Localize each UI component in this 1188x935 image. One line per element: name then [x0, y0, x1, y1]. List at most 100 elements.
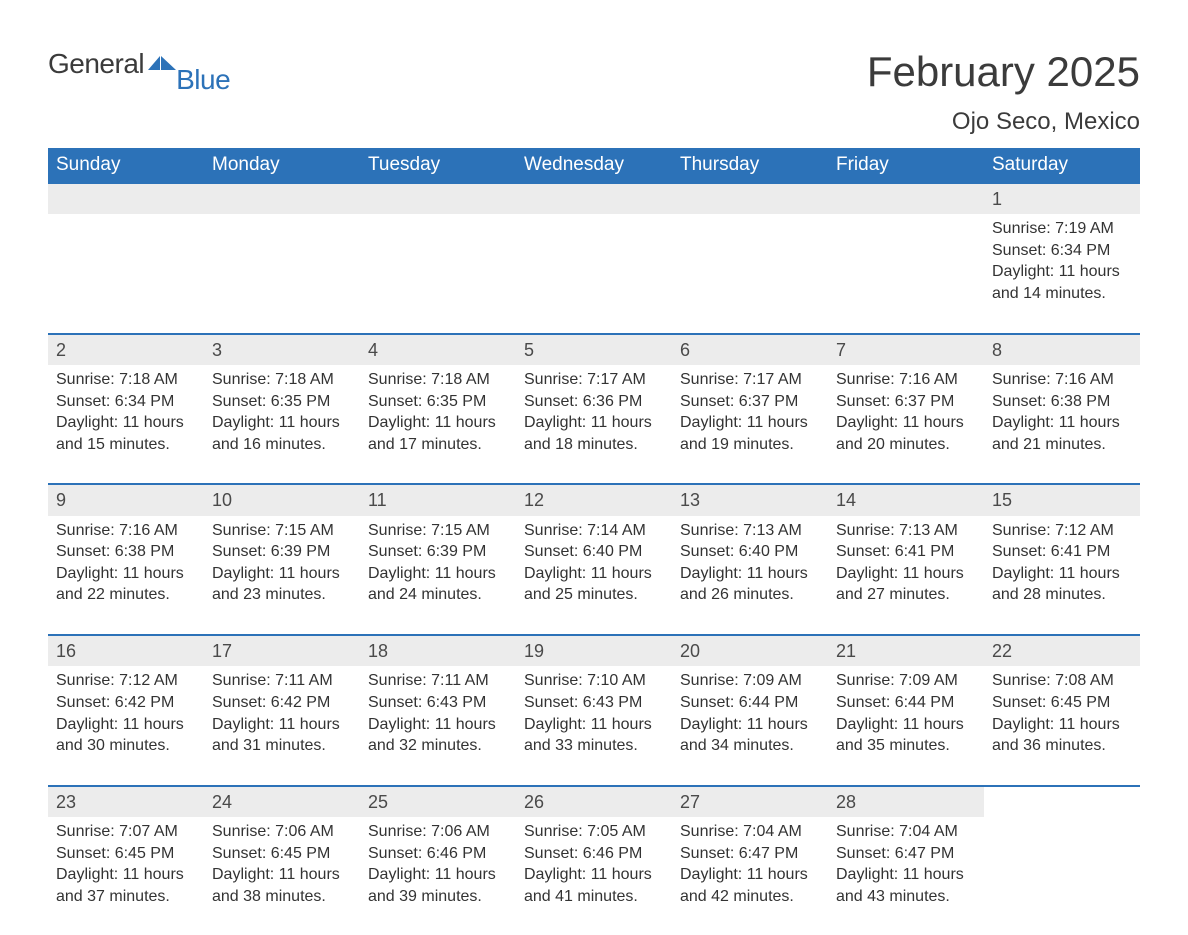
- day-cell: 6Sunrise: 7:17 AMSunset: 6:37 PMDaylight…: [672, 334, 828, 485]
- sunrise-text: Sunrise: 7:15 AM: [212, 520, 352, 542]
- day-cell: 17Sunrise: 7:11 AMSunset: 6:42 PMDayligh…: [204, 635, 360, 786]
- day-number: 6: [672, 335, 828, 365]
- sunrise-text: Sunrise: 7:13 AM: [680, 520, 820, 542]
- day-number: [516, 184, 672, 214]
- sunrise-text: Sunrise: 7:16 AM: [992, 369, 1132, 391]
- day-number: 16: [48, 636, 204, 666]
- sunset-text: Sunset: 6:45 PM: [992, 692, 1132, 714]
- weekday-label: Sunday: [48, 148, 204, 183]
- daylight-text-line1: Daylight: 11 hours: [680, 563, 820, 585]
- daylight-text-line1: Daylight: 11 hours: [524, 864, 664, 886]
- daylight-text-line1: Daylight: 11 hours: [680, 864, 820, 886]
- sunrise-text: Sunrise: 7:04 AM: [836, 821, 976, 843]
- weekday-label: Saturday: [984, 148, 1140, 183]
- sunset-text: Sunset: 6:40 PM: [524, 541, 664, 563]
- brand-flag-icon: [148, 52, 176, 77]
- day-cell: 20Sunrise: 7:09 AMSunset: 6:44 PMDayligh…: [672, 635, 828, 786]
- day-number: 1: [984, 184, 1140, 214]
- sunrise-text: Sunrise: 7:04 AM: [680, 821, 820, 843]
- daylight-text-line1: Daylight: 11 hours: [56, 864, 196, 886]
- daylight-text-line1: Daylight: 11 hours: [368, 714, 508, 736]
- sunset-text: Sunset: 6:47 PM: [680, 843, 820, 865]
- day-cell: 9Sunrise: 7:16 AMSunset: 6:38 PMDaylight…: [48, 484, 204, 635]
- sunset-text: Sunset: 6:45 PM: [56, 843, 196, 865]
- week-row: 9Sunrise: 7:16 AMSunset: 6:38 PMDaylight…: [48, 484, 1140, 635]
- sunset-text: Sunset: 6:46 PM: [524, 843, 664, 865]
- sunset-text: Sunset: 6:34 PM: [56, 391, 196, 413]
- day-cell: 10Sunrise: 7:15 AMSunset: 6:39 PMDayligh…: [204, 484, 360, 635]
- day-number: 24: [204, 787, 360, 817]
- daylight-text-line2: and 24 minutes.: [368, 584, 508, 606]
- daylight-text-line2: and 15 minutes.: [56, 434, 196, 456]
- day-cell: 23Sunrise: 7:07 AMSunset: 6:45 PMDayligh…: [48, 786, 204, 935]
- day-number: 7: [828, 335, 984, 365]
- daylight-text-line2: and 36 minutes.: [992, 735, 1132, 757]
- sunrise-text: Sunrise: 7:09 AM: [680, 670, 820, 692]
- daylight-text-line2: and 19 minutes.: [680, 434, 820, 456]
- calendar-body: 1 Sunrise: 7:19 AM Sunset: 6:34 PM Daylight…: [48, 183, 1140, 935]
- day-cell: 21Sunrise: 7:09 AMSunset: 6:44 PMDayligh…: [828, 635, 984, 786]
- daylight-text-line1: Daylight: 11 hours: [524, 563, 664, 585]
- month-title: February 2025: [867, 48, 1140, 96]
- daylight-text-line2: and 32 minutes.: [368, 735, 508, 757]
- sunrise-text: Sunrise: 7:09 AM: [836, 670, 976, 692]
- day-number: [360, 184, 516, 214]
- daylight-text-line2: and 16 minutes.: [212, 434, 352, 456]
- day-number: 8: [984, 335, 1140, 365]
- brand-text-blue: Blue: [176, 64, 230, 96]
- day-cell: 16Sunrise: 7:12 AMSunset: 6:42 PMDayligh…: [48, 635, 204, 786]
- daylight-text-line2: and 17 minutes.: [368, 434, 508, 456]
- day-cell: 1Sunrise: 7:19 AMSunset: 6:34 PMDaylight…: [984, 183, 1140, 334]
- day-cell: 11Sunrise: 7:15 AMSunset: 6:39 PMDayligh…: [360, 484, 516, 635]
- daylight-text-line1: Daylight: 11 hours: [212, 563, 352, 585]
- sunset-text: Sunset: 6:44 PM: [680, 692, 820, 714]
- daylight-text-line1: Daylight: 11 hours: [524, 714, 664, 736]
- sunrise-text: Sunrise: 7:15 AM: [368, 520, 508, 542]
- sunrise-text: Sunrise: 7:14 AM: [524, 520, 664, 542]
- day-cell: 8Sunrise: 7:16 AMSunset: 6:38 PMDaylight…: [984, 334, 1140, 485]
- day-number: 3: [204, 335, 360, 365]
- sunrise-text: Sunrise: 7:18 AM: [56, 369, 196, 391]
- sunset-text: Sunset: 6:44 PM: [836, 692, 976, 714]
- daylight-text-line1: Daylight: 11 hours: [212, 864, 352, 886]
- sunrise-text: Sunrise: 7:16 AM: [836, 369, 976, 391]
- day-number: 19: [516, 636, 672, 666]
- day-number: 20: [672, 636, 828, 666]
- calendar-table: SundayMondayTuesdayWednesdayThursdayFrid…: [48, 148, 1140, 935]
- sunrise-text: Sunrise: 7:19 AM: [992, 218, 1132, 240]
- sunrise-text: Sunrise: 7:12 AM: [992, 520, 1132, 542]
- empty-cell: [984, 786, 1140, 935]
- day-number: 13: [672, 485, 828, 515]
- day-cell: 12Sunrise: 7:14 AMSunset: 6:40 PMDayligh…: [516, 484, 672, 635]
- sunrise-text: Sunrise: 7:11 AM: [212, 670, 352, 692]
- day-cell: 27Sunrise: 7:04 AMSunset: 6:47 PMDayligh…: [672, 786, 828, 935]
- empty-cell: [48, 183, 204, 334]
- daylight-text-line2: and 42 minutes.: [680, 886, 820, 908]
- day-number: 10: [204, 485, 360, 515]
- day-number: 4: [360, 335, 516, 365]
- daylight-text-line2: and 20 minutes.: [836, 434, 976, 456]
- day-cell: 25Sunrise: 7:06 AMSunset: 6:46 PMDayligh…: [360, 786, 516, 935]
- daylight-text-line1: Daylight: 11 hours: [836, 714, 976, 736]
- day-cell: 18Sunrise: 7:11 AMSunset: 6:43 PMDayligh…: [360, 635, 516, 786]
- day-number: 28: [828, 787, 984, 817]
- daylight-text-line1: Daylight: 11 hours: [992, 261, 1132, 283]
- weekday-label: Friday: [828, 148, 984, 183]
- daylight-text-line2: and 38 minutes.: [212, 886, 352, 908]
- day-number: 14: [828, 485, 984, 515]
- daylight-text-line1: Daylight: 11 hours: [368, 563, 508, 585]
- sunrise-text: Sunrise: 7:12 AM: [56, 670, 196, 692]
- brand-text-general: General: [48, 48, 144, 80]
- sunset-text: Sunset: 6:38 PM: [56, 541, 196, 563]
- daylight-text-line1: Daylight: 11 hours: [992, 714, 1132, 736]
- sunrise-text: Sunrise: 7:13 AM: [836, 520, 976, 542]
- empty-cell: [672, 183, 828, 334]
- day-number: 5: [516, 335, 672, 365]
- daylight-text-line1: Daylight: 11 hours: [992, 563, 1132, 585]
- daylight-text-line2: and 39 minutes.: [368, 886, 508, 908]
- sunset-text: Sunset: 6:36 PM: [524, 391, 664, 413]
- daylight-text-line2: and 41 minutes.: [524, 886, 664, 908]
- day-cell: 5Sunrise: 7:17 AMSunset: 6:36 PMDaylight…: [516, 334, 672, 485]
- day-number: [984, 787, 1140, 817]
- day-number: 11: [360, 485, 516, 515]
